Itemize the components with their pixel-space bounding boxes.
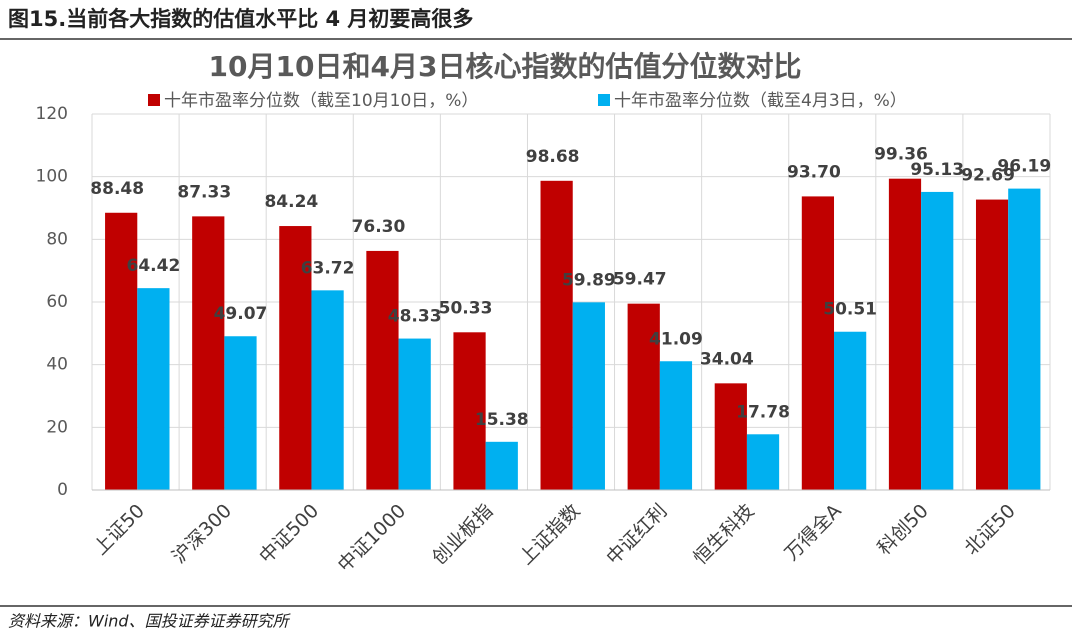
bar: [224, 336, 257, 490]
bar: [137, 288, 170, 490]
bar: [659, 361, 693, 490]
bar: [746, 434, 780, 490]
x-tick-label: 北证50: [960, 500, 1020, 560]
bar: [311, 290, 344, 490]
data-label: 15.38: [475, 410, 529, 430]
figure-caption: 图15.当前各大指数的估值水平比 4 月初要高很多: [8, 7, 473, 31]
data-label: 63.72: [301, 258, 355, 278]
bar: [192, 216, 225, 490]
data-label: 88.48: [90, 179, 144, 199]
data-label: 84.24: [264, 192, 318, 212]
bar: [453, 332, 486, 490]
bar: [921, 191, 954, 490]
data-label: 96.19: [997, 157, 1051, 177]
x-tick-label: 恒生科技: [689, 500, 758, 569]
bar: [366, 250, 399, 490]
legend-label: 十年市盈率分位数（截至10月10日，%）: [164, 91, 478, 111]
data-label: 17.78: [736, 402, 790, 422]
data-label: 59.89: [562, 270, 616, 290]
data-label: 99.36: [874, 145, 928, 165]
y-tick-label: 40: [46, 355, 68, 375]
bar: [714, 383, 747, 490]
data-label: 49.07: [214, 304, 268, 324]
bar: [540, 180, 573, 490]
legend-swatch: [148, 94, 160, 106]
data-label: 87.33: [177, 182, 231, 202]
bar: [279, 226, 312, 490]
data-label: 93.70: [787, 162, 841, 182]
chart-title: 10月10日和4月3日核心指数的估值分位数对比: [209, 50, 802, 83]
y-tick-label: 80: [46, 229, 68, 249]
data-label: 64.42: [127, 256, 181, 276]
bar: [834, 331, 867, 490]
bar: [398, 338, 431, 490]
y-tick-label: 100: [36, 167, 68, 187]
data-label: 95.13: [910, 160, 964, 180]
x-tick-label: 沪深300: [168, 500, 236, 568]
y-tick-label: 120: [36, 104, 68, 124]
data-label: 76.30: [352, 217, 406, 237]
legend-swatch: [598, 94, 610, 106]
y-tick-label: 20: [46, 417, 68, 437]
x-tick-label: 中证1000: [334, 500, 411, 577]
data-label: 48.33: [388, 307, 442, 327]
bar: [627, 303, 660, 490]
x-tick-label: 上证50: [89, 500, 149, 560]
bar: [975, 199, 1009, 490]
x-tick-label: 上证指数: [515, 500, 584, 569]
bar: [485, 441, 518, 490]
legend-label: 十年市盈率分位数（截至4月3日，%）: [614, 91, 907, 111]
bar: [105, 212, 138, 490]
y-tick-label: 60: [46, 292, 68, 312]
y-tick-label: 0: [57, 480, 68, 500]
data-label: 41.09: [649, 329, 703, 349]
data-label: 98.68: [526, 147, 580, 167]
data-label: 50.33: [439, 298, 493, 318]
x-tick-label: 万得全A: [781, 500, 846, 565]
source-note: 资料来源：Wind、国投证券证券研究所: [8, 612, 292, 631]
data-label: 92.69: [961, 166, 1015, 186]
x-tick-label: 科创50: [873, 500, 933, 560]
x-tick-label: 创业板指: [428, 500, 497, 569]
bar: [801, 196, 835, 490]
data-label: 59.47: [613, 270, 667, 290]
data-label: 34.04: [700, 349, 754, 369]
x-tick-label: 中证500: [255, 500, 323, 568]
bar: [888, 178, 922, 490]
bar: [572, 302, 605, 490]
bar: [1008, 188, 1041, 490]
x-tick-label: 中证红利: [602, 500, 671, 569]
data-label: 50.51: [823, 300, 877, 320]
